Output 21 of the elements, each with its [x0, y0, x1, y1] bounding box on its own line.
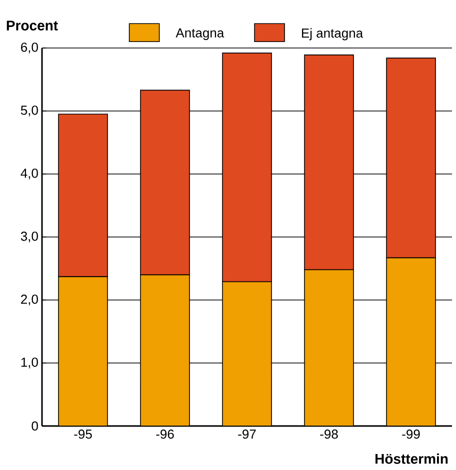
bar — [304, 269, 354, 426]
y-tick-label: 1,0 — [21, 358, 38, 368]
x-axis-title: Hösttermin — [376, 454, 448, 464]
bar — [140, 274, 190, 426]
y-tick-label: 0 — [32, 421, 38, 431]
legend-label: Ej antagna — [302, 28, 364, 40]
y-tick-label: 5,0 — [20, 106, 38, 116]
y-tick-label: 6,0 — [21, 42, 38, 54]
y-axis-title: Procent — [6, 20, 58, 30]
x-tick-label: -96 — [156, 430, 174, 439]
x-tick-label: -99 — [402, 430, 420, 439]
x-tick-label: -98 — [320, 430, 338, 439]
bar — [58, 276, 108, 426]
y-tick-label: 2,0 — [21, 294, 38, 306]
y-tick-label: 3,0 — [20, 232, 38, 242]
bar — [386, 257, 436, 426]
x-tick-label: -97 — [238, 430, 256, 439]
legend-label: Antagna — [176, 28, 224, 40]
x-tick-label: -95 — [74, 430, 92, 439]
y-tick-label: 4,0 — [20, 168, 38, 180]
bar — [222, 281, 272, 426]
